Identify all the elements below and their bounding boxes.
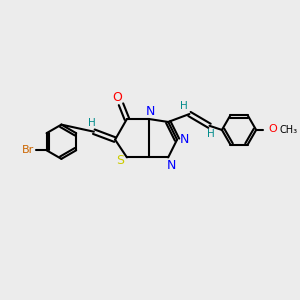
Text: N: N bbox=[167, 159, 176, 172]
Text: CH₃: CH₃ bbox=[279, 125, 297, 135]
Text: Br: Br bbox=[22, 145, 34, 155]
Text: O: O bbox=[268, 124, 277, 134]
Text: H: H bbox=[207, 129, 215, 139]
Text: O: O bbox=[112, 91, 122, 104]
Text: S: S bbox=[116, 154, 124, 167]
Text: H: H bbox=[180, 101, 188, 111]
Text: N: N bbox=[146, 104, 155, 118]
Text: H: H bbox=[88, 118, 95, 128]
Text: N: N bbox=[180, 133, 189, 146]
